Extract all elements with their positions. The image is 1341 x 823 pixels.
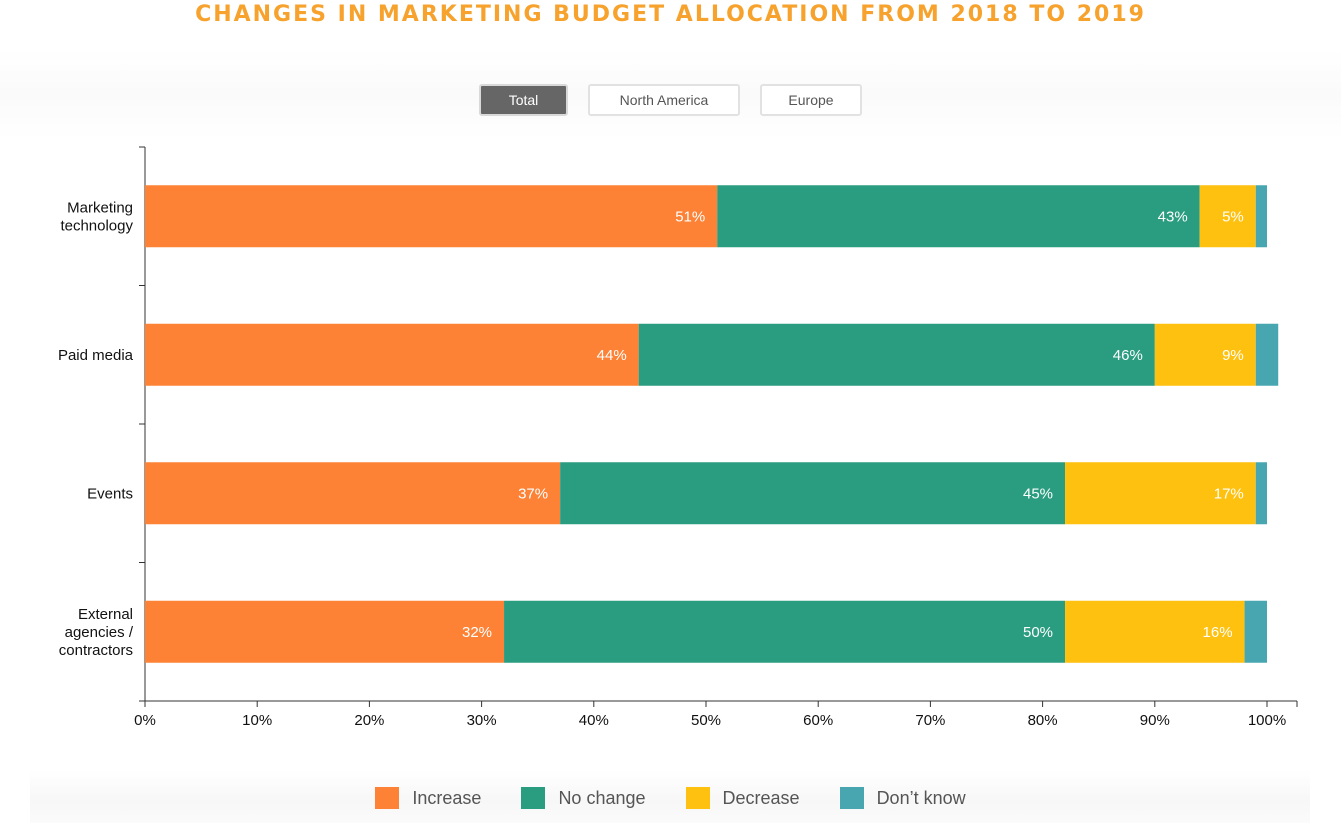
legend-label-no-change: No change	[558, 787, 646, 808]
x-tick-label: 60%	[803, 712, 833, 729]
legend: Increase No change Decrease Don’t know	[0, 786, 1341, 810]
bar-segment-decrease	[1199, 185, 1256, 248]
data-label: 37%	[518, 485, 548, 502]
data-label: 50%	[1023, 624, 1053, 641]
bar-segment-increase	[145, 185, 718, 248]
category-label: Events	[87, 485, 133, 502]
category-label: technology	[60, 217, 133, 234]
bar-segment-increase	[145, 462, 561, 525]
x-tick-label: 80%	[1028, 712, 1058, 729]
data-label: 44%	[597, 347, 627, 364]
legend-swatch-decrease	[685, 787, 710, 809]
data-label: 17%	[1214, 485, 1244, 502]
filter-north-america-button[interactable]: North America	[588, 84, 740, 116]
data-label: 5%	[1222, 208, 1244, 225]
x-tick-label: 40%	[579, 712, 609, 729]
data-label: 46%	[1113, 347, 1143, 364]
legend-item-no-change[interactable]: No change	[521, 787, 646, 809]
legend-swatch-no-change	[521, 787, 546, 809]
x-tick-label: 20%	[354, 712, 384, 729]
data-label: 16%	[1203, 624, 1233, 641]
data-label: 43%	[1158, 208, 1188, 225]
x-tick-label: 90%	[1140, 712, 1170, 729]
legend-swatch-dont-know	[839, 787, 864, 809]
x-tick-label: 30%	[467, 712, 497, 729]
x-tick-label: 100%	[1248, 712, 1286, 729]
bar-segment-no-change	[504, 600, 1066, 663]
data-label: 51%	[675, 208, 705, 225]
bar-segment-decrease	[1065, 600, 1245, 663]
bar-segment-dont-know	[1255, 462, 1267, 525]
bar-segment-dont-know	[1255, 185, 1267, 248]
bar-segment-decrease	[1154, 323, 1256, 386]
legend-item-decrease[interactable]: Decrease	[685, 787, 800, 809]
bar-segment-no-change	[560, 462, 1066, 525]
legend-item-dont-know[interactable]: Don’t know	[839, 787, 966, 809]
bar-segment-dont-know	[1255, 323, 1279, 386]
bar-segment-no-change	[638, 323, 1155, 386]
bar-segment-no-change	[717, 185, 1200, 248]
filter-total-button[interactable]: Total	[479, 84, 568, 116]
legend-item-increase[interactable]: Increase	[375, 787, 481, 809]
x-tick-label: 10%	[242, 712, 272, 729]
data-label: 32%	[462, 624, 492, 641]
x-tick-label: 70%	[915, 712, 945, 729]
stacked-bar-chart: 0% 10% 20% 30% 40% 50% 60% 70% 80% 90% 100% Marketi…	[58, 146, 1298, 729]
x-tick-label: 0%	[134, 712, 156, 729]
legend-swatch-increase	[375, 787, 400, 809]
legend-label-dont-know: Don’t know	[876, 787, 966, 808]
legend-label-decrease: Decrease	[722, 787, 800, 808]
data-label: 9%	[1222, 347, 1244, 364]
x-tick-label: 50%	[691, 712, 721, 729]
category-label: Marketing	[67, 199, 133, 216]
legend-background	[30, 770, 1310, 823]
category-label: agencies /	[65, 624, 134, 641]
bar-segment-dont-know	[1244, 600, 1267, 663]
category-label: contractors	[59, 642, 133, 659]
filter-europe-button[interactable]: Europe	[760, 84, 862, 116]
category-label: Paid media	[58, 347, 134, 364]
chart-title: CHANGES IN MARKETING BUDGET ALLOCATION F…	[195, 2, 1146, 27]
category-label: External	[78, 606, 133, 623]
bar-segment-increase	[145, 323, 639, 386]
bar-segment-increase	[145, 600, 505, 663]
legend-label-increase: Increase	[412, 787, 482, 808]
data-label: 45%	[1023, 485, 1053, 502]
bar-segment-decrease	[1065, 462, 1256, 525]
